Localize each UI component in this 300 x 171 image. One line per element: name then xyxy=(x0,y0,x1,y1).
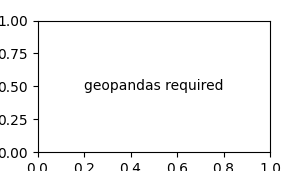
Text: geopandas required: geopandas required xyxy=(84,79,224,93)
